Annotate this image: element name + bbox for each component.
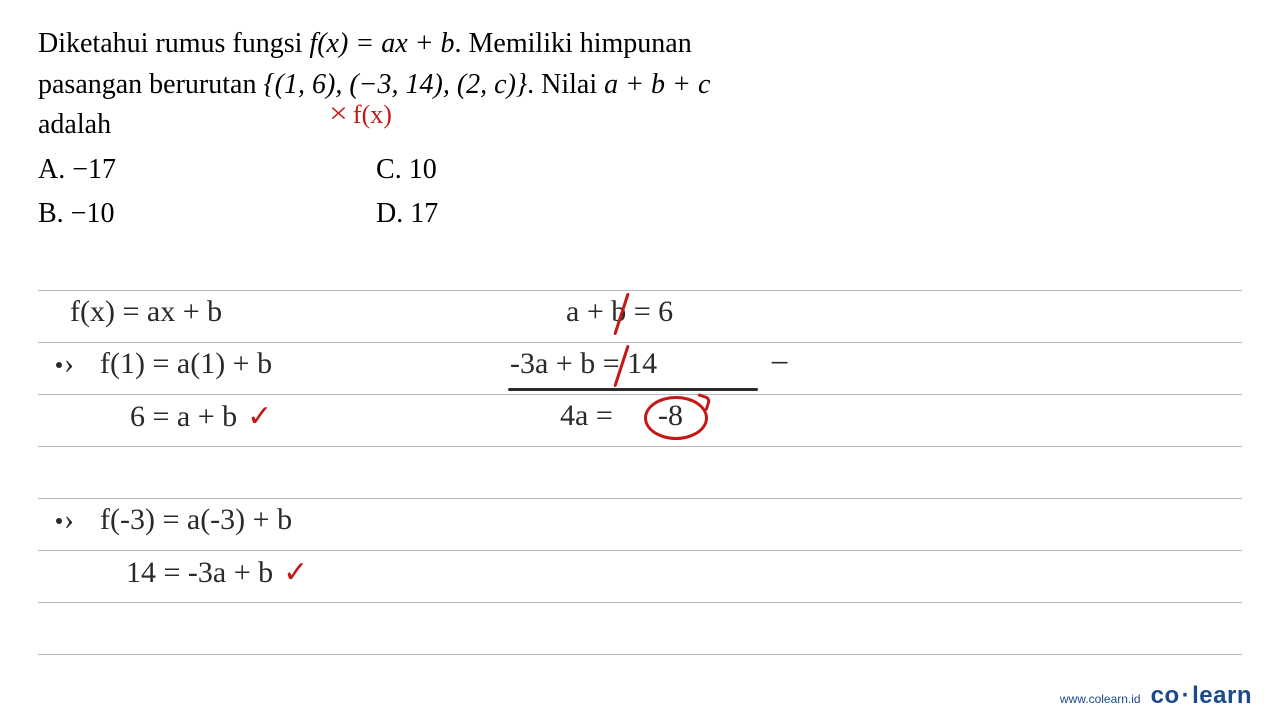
hw-minus-op: − [770,345,789,383]
footer: www.colearn.id co·learn [1060,682,1252,710]
question-line-1: Diketahui rumus fungsi f(x) = ax + b. Me… [38,24,1242,65]
hw-eq1: 6 = a + b✓ [130,399,272,434]
q2-pre: pasangan berurutan [38,69,263,100]
ruled-line [38,342,1242,343]
ruled-line [38,290,1242,291]
hw-f-3: f(-3) = a(-3) + b [100,503,292,537]
ruled-line [38,394,1242,395]
x-mark-icon: × [329,97,348,131]
question-line-3: adalah [38,105,1242,146]
hw-sys2: -3a + b = 14 [510,347,657,381]
ruled-line [38,550,1242,551]
hw-result-left: 4a = [560,399,613,433]
choices-block: A. −17 B. −10 C. 10 D. 17 [38,154,1242,230]
choice-b: B. −10 [38,198,116,230]
q2-math: {(1, 6), (−3, 14), (2, c)} [263,69,527,100]
q2-post: . Nilai [527,69,604,100]
q1-math: f(x) = ax + b [309,28,454,59]
choice-a: A. −17 [38,154,116,186]
ruled-line [38,498,1242,499]
q1-post: . Memiliki himpunan [455,28,692,59]
ruled-line [38,602,1242,603]
q1-pre: Diketahui rumus fungsi [38,28,309,59]
hw-bullet-2: › [56,503,74,537]
hw-fx-def: f(x) = ax + b [70,295,222,329]
ruled-line [38,654,1242,655]
hw-eq2: 14 = -3a + b✓ [126,555,308,590]
question-line-2: pasangan berurutan {(1, 6), (−3, 14), (2… [38,65,1242,106]
red-annotation: ×f(x) [330,97,392,131]
check-icon-2: ✓ [283,555,308,590]
footer-url: www.colearn.id [1060,692,1141,706]
hw-f1: f(1) = a(1) + b [100,347,272,381]
check-icon: ✓ [247,399,272,434]
choice-c: C. 10 [376,154,438,186]
brand-logo: co·learn [1151,682,1252,710]
red-fx: f(x) [353,100,392,129]
ruled-line [38,446,1242,447]
choice-d: D. 17 [376,198,438,230]
q2-math2: a + b + c [604,69,710,100]
hw-bullet-1: › [56,347,74,381]
hw-sys1: a + b = 6 [566,295,673,329]
underline-rule [508,388,758,391]
